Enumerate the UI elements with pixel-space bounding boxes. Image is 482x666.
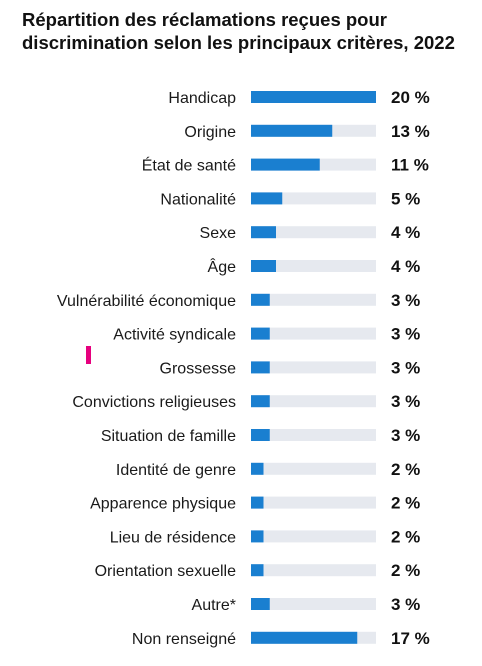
category-label: Apparence physique xyxy=(90,496,236,513)
bar-track xyxy=(251,361,376,374)
bar xyxy=(251,260,276,272)
category-label: Non renseigné xyxy=(132,631,236,648)
category-label: Âge xyxy=(208,257,237,276)
bar xyxy=(251,395,270,408)
bar-track xyxy=(251,462,376,475)
category-label: Orientation sexuelle xyxy=(95,563,237,580)
category-label: Handicap xyxy=(168,90,236,107)
category-label: Identité de genre xyxy=(116,462,236,479)
bar-track xyxy=(251,530,376,543)
value-label: 11 % xyxy=(391,156,429,175)
bar-track xyxy=(251,395,376,408)
value-label: 2 % xyxy=(391,561,420,580)
value-label: 3 % xyxy=(391,595,420,614)
value-label: 2 % xyxy=(391,494,420,513)
value-label: 5 % xyxy=(391,189,420,208)
category-label: Nationalité xyxy=(160,191,236,208)
category-label: Situation de famille xyxy=(101,428,236,445)
bar xyxy=(251,564,264,577)
chart-title: Répartition des réclamations reçues pour… xyxy=(22,9,455,53)
bar-track xyxy=(251,598,376,610)
bar-track xyxy=(251,564,376,577)
value-label: 3 % xyxy=(391,291,420,310)
category-label: Sexe xyxy=(200,225,237,242)
bar xyxy=(251,429,270,441)
bar xyxy=(251,124,333,137)
value-label: 3 % xyxy=(391,426,420,445)
value-label: 20 % xyxy=(391,88,430,107)
bar-track xyxy=(251,496,376,509)
bar-track xyxy=(251,260,376,272)
category-label: État de santé xyxy=(142,156,236,175)
bar xyxy=(251,361,270,374)
bar xyxy=(251,91,376,103)
category-label: Origine xyxy=(184,124,236,141)
bar xyxy=(251,226,276,239)
bar-track xyxy=(251,226,376,239)
category-label: Grossesse xyxy=(160,360,237,377)
value-label: 4 % xyxy=(391,257,420,276)
bar xyxy=(251,631,358,644)
bar xyxy=(251,598,270,610)
value-label: 2 % xyxy=(391,527,420,546)
bar xyxy=(251,462,264,475)
bar xyxy=(251,530,264,543)
bar xyxy=(251,158,320,171)
value-label: 17 % xyxy=(391,629,430,648)
bar xyxy=(251,496,264,509)
bar xyxy=(251,293,270,306)
category-label: Activité syndicale xyxy=(113,327,236,344)
value-label: 3 % xyxy=(391,392,420,411)
bar-track xyxy=(251,293,376,306)
value-label: 3 % xyxy=(391,358,420,377)
bar xyxy=(251,327,270,340)
value-label: 3 % xyxy=(391,325,420,344)
value-label: 4 % xyxy=(391,223,420,242)
highlight-marker xyxy=(86,346,91,364)
value-label: 13 % xyxy=(391,122,430,141)
bar-track xyxy=(251,327,376,340)
value-label: 2 % xyxy=(391,460,420,479)
category-label: Lieu de résidence xyxy=(110,529,236,546)
category-label: Vulnérabilité économique xyxy=(57,293,236,310)
category-label: Autre* xyxy=(192,597,236,614)
bar-track xyxy=(251,429,376,441)
category-label: Convictions religieuses xyxy=(72,394,236,411)
bar xyxy=(251,192,283,205)
